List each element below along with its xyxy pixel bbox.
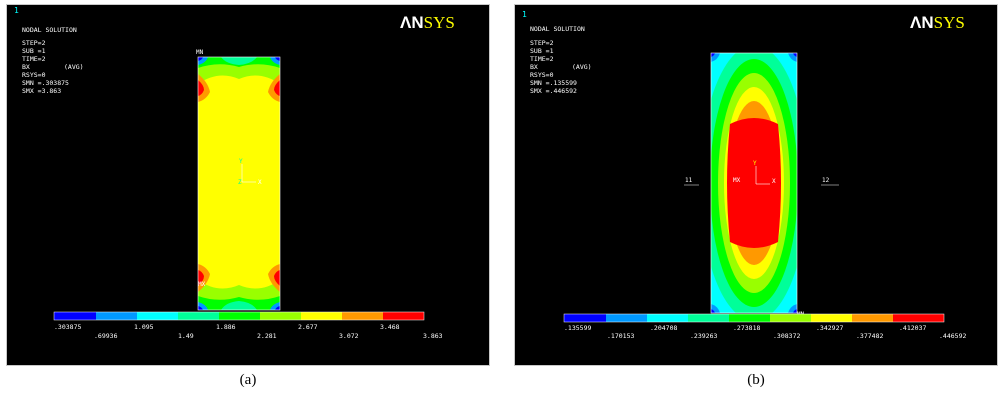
max-marker: MX — [733, 177, 741, 184]
logo-text: SYS — [934, 13, 965, 32]
info-line: SMN =.303875 — [22, 79, 69, 87]
info-line: NODAL SOLUTION — [530, 25, 585, 33]
info-line: SUB =1 — [22, 47, 46, 55]
line-label-left: 11 — [684, 177, 699, 186]
legend-swatch — [893, 314, 944, 322]
legend-label: 2.677 — [298, 323, 318, 331]
info-line: TIME=2 — [22, 55, 46, 63]
logo-text: SYS — [424, 13, 455, 32]
axis-x-label: X — [772, 178, 776, 185]
min-marker: MN — [196, 49, 204, 56]
info-line: SMX =.446592 — [530, 87, 577, 95]
legend-label: .412037 — [899, 324, 926, 332]
info-line: TIME=2 — [530, 55, 554, 63]
axis-y-label: Y — [239, 158, 243, 165]
axis-triad: Y X — [753, 160, 776, 185]
legend-swatch — [342, 312, 383, 320]
legend-label: .273818 — [733, 324, 760, 332]
contour-plot-b: 1 ΛNSYS NODAL SOLUTION STEP=2 SUB =1 TIM… — [514, 4, 998, 366]
window-number: 1 — [14, 6, 19, 15]
legend-label: 2.281 — [257, 332, 277, 340]
info-line: BX — [530, 63, 538, 71]
solution-info: NODAL SOLUTION STEP=2 SUB =1 TIME=2 BX (… — [530, 25, 592, 95]
info-line: SMX =3.863 — [22, 87, 61, 95]
info-line: STEP=2 — [22, 39, 46, 47]
legend-label: .239263 — [690, 332, 717, 340]
info-line: (AVG) — [572, 63, 592, 71]
legend-swatch — [178, 312, 219, 320]
window-number: 1 — [522, 10, 527, 19]
figure-caption-a: (a) — [239, 372, 257, 388]
legend-label: .170153 — [607, 332, 634, 340]
legend-swatch — [606, 314, 647, 322]
legend-swatch — [564, 314, 606, 322]
legend-swatch — [54, 312, 96, 320]
legend-label: .204708 — [650, 324, 677, 332]
legend-swatch — [688, 314, 729, 322]
axis-z-label: Z — [238, 179, 242, 186]
ansys-logo: ΛNSYS — [400, 13, 455, 32]
solution-info: NODAL SOLUTION STEP=2 SUB =1 TIME=2 BX (… — [22, 26, 84, 95]
legend-label: 1.49 — [178, 332, 194, 340]
legend-swatch — [852, 314, 893, 322]
contour-column-b — [710, 52, 798, 314]
legend-swatch — [729, 314, 770, 322]
legend-label: .308372 — [773, 332, 800, 340]
max-marker: MX — [198, 281, 206, 288]
legend-label: .377482 — [856, 332, 883, 340]
contour-plot-b-canvas: 1 ΛNSYS NODAL SOLUTION STEP=2 SUB =1 TIM… — [514, 4, 998, 366]
legend-swatch — [219, 312, 260, 320]
contour-plot-a-canvas: 1 ΛNSYS NODAL SOLUTION STEP=2 SUB =1 TIM… — [6, 4, 490, 366]
legend-label: 3.072 — [339, 332, 359, 340]
legend-label: .303875 — [54, 323, 81, 331]
info-line: BX — [22, 63, 30, 71]
legend-label: .135599 — [564, 324, 591, 332]
legend-label: .342927 — [816, 324, 843, 332]
legend-label: 1.095 — [134, 323, 154, 331]
legend-swatch — [383, 312, 424, 320]
info-line: SUB =1 — [530, 47, 554, 55]
contour-plot-a: 1 ΛNSYS NODAL SOLUTION STEP=2 SUB =1 TIM… — [6, 4, 490, 366]
legend-label: 3.863 — [423, 332, 443, 340]
line-label-12: 12 — [822, 177, 830, 184]
line-label-right: 12 — [821, 177, 839, 186]
line-label-11: 11 — [685, 177, 693, 184]
legend-swatch — [770, 314, 811, 322]
legend-label: .69936 — [94, 332, 118, 340]
legend-swatch — [137, 312, 178, 320]
info-line: SMN =.135599 — [530, 79, 577, 87]
ansys-logo: ΛNSYS — [910, 13, 965, 32]
info-line: (AVG) — [64, 63, 84, 71]
color-legend-b: .135599 .204708 .273818 .342927 .412037 … — [563, 313, 966, 340]
color-legend-a: .303875 1.095 1.886 2.677 3.468 .69936 1… — [53, 311, 443, 340]
info-line: NODAL SOLUTION — [22, 26, 77, 34]
legend-swatch — [647, 314, 688, 322]
legend-label: 1.886 — [216, 323, 236, 331]
legend-swatch — [260, 312, 301, 320]
legend-swatch — [811, 314, 852, 322]
legend-label: 3.468 — [380, 323, 400, 331]
figure-caption-b: (b) — [747, 372, 765, 388]
axis-triad: Y X Z — [238, 158, 262, 186]
legend-swatch — [301, 312, 342, 320]
axis-x-label: X — [258, 179, 262, 186]
axis-y-label: Y — [753, 160, 757, 167]
info-line: RSYS=0 — [22, 71, 46, 79]
contour-column-a — [197, 56, 281, 311]
legend-swatch — [96, 312, 137, 320]
info-line: RSYS=0 — [530, 71, 554, 79]
info-line: STEP=2 — [530, 39, 554, 47]
legend-label: .446592 — [939, 332, 966, 340]
